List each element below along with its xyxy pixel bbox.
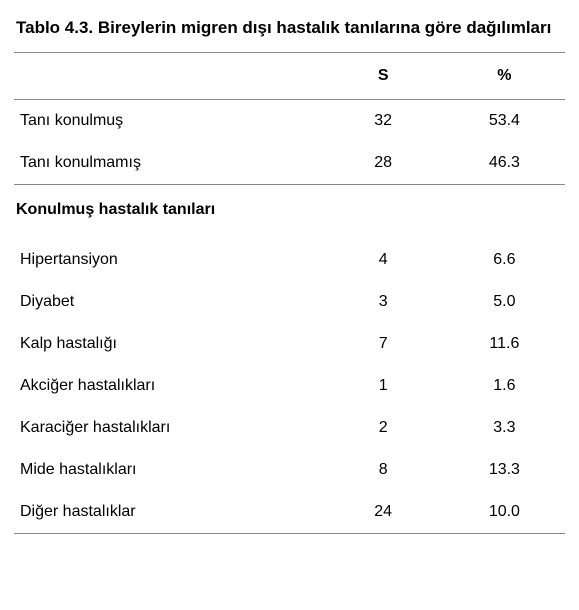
header-pct: %	[444, 53, 565, 100]
cell-label: Akciğer hastalıkları	[14, 365, 323, 407]
table-row: Kalp hastalığı 7 11.6	[14, 323, 565, 365]
table-container: Tablo 4.3. Bireylerin migren dışı hastal…	[0, 0, 579, 552]
cell-s: 24	[323, 491, 444, 534]
table-row: Diğer hastalıklar 24 10.0	[14, 491, 565, 534]
cell-s: 7	[323, 323, 444, 365]
cell-pct: 6.6	[444, 239, 565, 281]
data-table: S % Tanı konulmuş 32 53.4 Tanı konulmamı…	[14, 52, 565, 534]
cell-label: Hipertansiyon	[14, 239, 323, 281]
cell-pct: 10.0	[444, 491, 565, 534]
cell-s: 3	[323, 281, 444, 323]
table-row: Karaciğer hastalıkları 2 3.3	[14, 407, 565, 449]
cell-pct: 5.0	[444, 281, 565, 323]
cell-label: Tanı konulmamış	[14, 142, 323, 185]
cell-pct: 46.3	[444, 142, 565, 185]
header-s: S	[323, 53, 444, 100]
cell-s: 2	[323, 407, 444, 449]
cell-label: Diyabet	[14, 281, 323, 323]
cell-s: 4	[323, 239, 444, 281]
table-title: Tablo 4.3. Bireylerin migren dışı hastal…	[16, 18, 565, 38]
cell-s: 28	[323, 142, 444, 185]
table-row: Akciğer hastalıkları 1 1.6	[14, 365, 565, 407]
cell-label: Mide hastalıkları	[14, 449, 323, 491]
cell-pct: 13.3	[444, 449, 565, 491]
table-row: Diyabet 3 5.0	[14, 281, 565, 323]
section-header: Konulmuş hastalık tanıları	[14, 185, 565, 240]
cell-pct: 1.6	[444, 365, 565, 407]
cell-label: Karaciğer hastalıkları	[14, 407, 323, 449]
cell-pct: 53.4	[444, 100, 565, 143]
section-header-row: Konulmuş hastalık tanıları	[14, 185, 565, 240]
cell-s: 32	[323, 100, 444, 143]
table-row: Mide hastalıkları 8 13.3	[14, 449, 565, 491]
cell-pct: 11.6	[444, 323, 565, 365]
cell-s: 8	[323, 449, 444, 491]
table-row: Tanı konulmuş 32 53.4	[14, 100, 565, 143]
cell-label: Diğer hastalıklar	[14, 491, 323, 534]
cell-label: Tanı konulmuş	[14, 100, 323, 143]
cell-pct: 3.3	[444, 407, 565, 449]
header-empty	[14, 53, 323, 100]
header-row: S %	[14, 53, 565, 100]
table-row: Tanı konulmamış 28 46.3	[14, 142, 565, 185]
cell-label: Kalp hastalığı	[14, 323, 323, 365]
cell-s: 1	[323, 365, 444, 407]
table-row: Hipertansiyon 4 6.6	[14, 239, 565, 281]
